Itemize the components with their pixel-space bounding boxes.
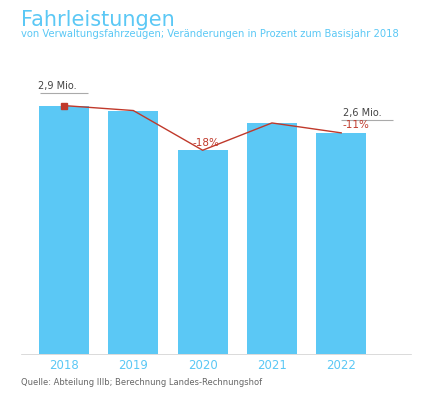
Bar xyxy=(39,106,89,354)
Text: von Verwaltungsfahrzeugen; Veränderungen in Prozent zum Basisjahr 2018: von Verwaltungsfahrzeugen; Veränderungen… xyxy=(21,29,399,39)
Bar xyxy=(247,123,297,354)
Bar xyxy=(108,110,158,354)
Text: Quelle: Abteilung IIIb; Berechnung Landes-Rechnungshof: Quelle: Abteilung IIIb; Berechnung Lande… xyxy=(21,378,262,387)
Text: Fahrleistungen: Fahrleistungen xyxy=(21,10,175,30)
Text: 2,9 Mio.: 2,9 Mio. xyxy=(38,81,76,91)
Bar xyxy=(178,150,228,354)
Text: 2,6 Mio.: 2,6 Mio. xyxy=(342,108,381,118)
Bar xyxy=(316,133,366,354)
Text: -18%: -18% xyxy=(193,138,220,148)
Text: -11%: -11% xyxy=(342,120,369,130)
